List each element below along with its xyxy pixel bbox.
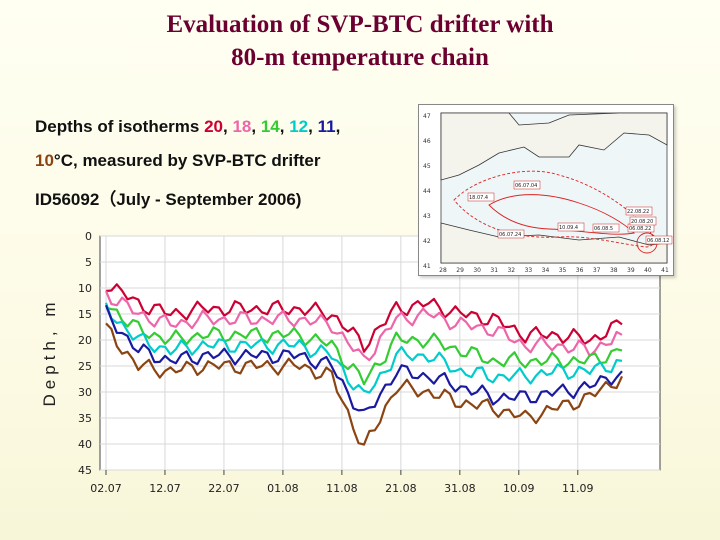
series-line-20 [105, 283, 623, 353]
map-lon-label: 28 [439, 267, 447, 274]
map-graphic: 47 46 45 44 43 42 41 28 29 30 31 32 33 34 35 36 37 38 39 40… [423, 112, 673, 274]
y-tick-label: 5 [85, 256, 92, 269]
map-date-label: 06.08.22 [629, 226, 651, 232]
map-lon-label: 34 [542, 267, 550, 274]
map-date-box [645, 235, 673, 245]
map-date-label: 22.08.22 [627, 209, 649, 215]
y-tick-label: 25 [78, 360, 92, 373]
y-tick-label: 0 [85, 230, 92, 243]
map-lat-label: 42 [423, 238, 431, 245]
y-tick-label: 45 [78, 464, 92, 477]
x-tick-label: 11.08 [326, 482, 358, 495]
caption-separator: , [308, 117, 318, 136]
series-line-12 [104, 302, 623, 394]
map-lon-label: 35 [559, 267, 567, 274]
map-date-label: 10.09.4 [559, 225, 578, 231]
map-lon-label: 39 [627, 267, 635, 274]
map-lat-label: 44 [423, 188, 431, 195]
x-tick-label: 21.08 [385, 482, 417, 495]
series-line-14 [105, 306, 623, 386]
y-axis-label: Depth, m [40, 297, 59, 407]
caption-separator: , [223, 117, 233, 136]
chart-ticks: 0 5 10 15 20 25 30 35 40 45 02.07 12.07 22.07 01.08 11… [78, 230, 594, 495]
map-lon-label: 29 [456, 267, 464, 274]
drifter-track-inner [488, 194, 635, 235]
y-tick-label: 15 [78, 308, 92, 321]
x-tick-label: 22.07 [208, 482, 240, 495]
map-date-label: 20.08.20 [631, 219, 653, 225]
x-tick-label: 31.08 [444, 482, 476, 495]
y-tick-label: 40 [78, 438, 92, 451]
map-labels: 47 46 45 44 43 42 41 28 29 30 31 32 33 34 35 36 37 38 39 40… [423, 113, 673, 274]
map-south-coast [440, 222, 668, 264]
map-lat-label: 43 [423, 213, 431, 220]
title-line-1: Evaluation of SVP-BTC drifter with [166, 11, 554, 38]
map-lon-label: 38 [610, 267, 618, 274]
y-tick-label: 30 [78, 386, 92, 399]
isotherm-list: 20, 18, 14, 12, 11, [204, 117, 340, 136]
map-date-box [625, 206, 653, 216]
caption-separator: , [335, 117, 341, 136]
x-tick-label: 10.09 [503, 482, 535, 495]
map-lon-label: 33 [525, 267, 533, 274]
series-line-18 [104, 290, 623, 362]
map-date-box [513, 180, 541, 190]
isotherm-10-label: 10 [35, 151, 54, 170]
map-date-label: 18.07.4 [469, 195, 488, 201]
x-tick-label: 02.07 [90, 482, 122, 495]
caption-line-1: Depths of isotherms 20, 18, 14, 12, 11, [35, 117, 340, 137]
map-lat-label: 46 [423, 138, 431, 145]
x-tick-label: 11.09 [562, 482, 594, 495]
isotherm-12-label: 12 [289, 117, 309, 136]
map-date-label: 06.07.24 [499, 232, 521, 238]
map-lon-label: 40 [644, 267, 652, 274]
map-lon-label: 32 [507, 267, 515, 274]
map-lat-label: 45 [423, 163, 431, 170]
map-lon-label: 36 [576, 267, 584, 274]
caption-suffix: °C, measured by SVP-BTC drifter [53, 151, 321, 170]
map-date-box [592, 223, 620, 233]
map-date-label: 06.07.04 [515, 183, 537, 189]
map-lat-label: 41 [423, 263, 431, 270]
x-tick-label: 01.08 [267, 482, 299, 495]
slide-title: Evaluation of SVP-BTC drifter with 80-m … [0, 8, 720, 74]
map-date-box [467, 192, 495, 202]
map-date-box [557, 222, 585, 232]
isotherm-14-label: 14 [260, 117, 280, 136]
isotherm-20-label: 20 [204, 117, 224, 136]
map-lon-label: 30 [473, 267, 481, 274]
map-date-label: 06.08.5 [594, 226, 613, 232]
x-tick-label: 12.07 [149, 482, 181, 495]
black-sea-map: 47 46 45 44 43 42 41 28 29 30 31 32 33 34 35 36 37 38 39 40… [418, 104, 674, 276]
isotherm-11-label: 11 [317, 117, 336, 136]
caption-separator: , [251, 117, 261, 136]
isotherm-18-label: 18 [232, 117, 252, 136]
y-tick-label: 10 [78, 282, 92, 295]
y-tick-label: 20 [78, 334, 92, 347]
map-lat-label: 47 [423, 113, 431, 120]
map-lon-label: 41 [661, 267, 669, 274]
title-line-2: 80-m temperature chain [231, 44, 489, 71]
y-tick-label: 35 [78, 412, 92, 425]
map-date-label: 06.08.12 [647, 238, 669, 244]
caption-separator: , [279, 117, 290, 136]
caption-prefix: Depths of isotherms [35, 117, 205, 136]
caption-line-3: ID56092（July - September 2006) [35, 190, 302, 209]
caption-line-2: 10°C, measured by SVP-BTC drifter [35, 151, 321, 171]
map-north-coast [440, 112, 668, 181]
map-lon-label: 31 [490, 267, 498, 274]
map-date-box [497, 229, 525, 239]
series-line-10 [105, 322, 623, 446]
series-line-11 [104, 304, 623, 412]
map-lon-label: 37 [593, 267, 601, 274]
chart-series [104, 283, 623, 446]
map-date-box [629, 216, 657, 226]
